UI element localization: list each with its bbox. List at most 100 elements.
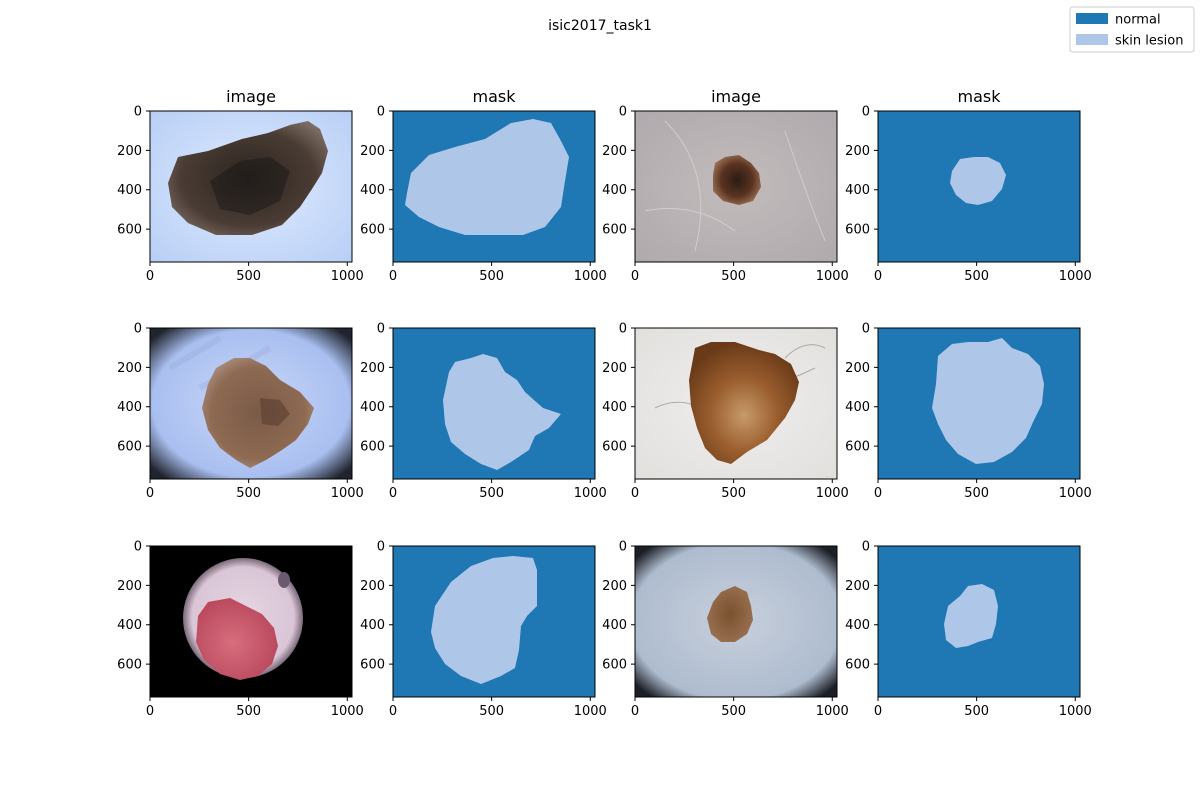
panel-9-ytick-label-0: 0 [377,540,385,555]
panel-6-ytick-label-3: 600 [602,440,627,455]
legend-swatch-skin-lesion [1076,34,1108,45]
panel-2-xtick-label-0: 0 [631,269,639,284]
panel-0-ytick-label-2: 400 [117,183,142,198]
panel-2-frame [634,110,838,263]
panel-5-xtick-label-0: 0 [389,486,397,501]
legend-label-skin-lesion: skin lesion [1115,34,1183,49]
panel-5-frame [392,327,596,480]
panel-9-ytick-label-1: 200 [360,579,385,594]
panel-6-xtick-label-0: 0 [631,486,639,501]
panel-1-xtick-label-2: 1000 [574,269,607,284]
panel-10-frame [634,545,838,698]
panel-7-ytick-label-3: 600 [845,440,870,455]
panel-10-image: 0 500 1000 0 200 400 600 [602,540,849,720]
panel-5-ytick-label-2: 400 [360,400,385,415]
panel-8-xtick-label-1: 500 [236,704,261,719]
panel-9-content [393,546,595,697]
panel-0-xtick-label-1: 500 [236,269,261,284]
panel-8-image: 0 500 1000 0 200 400 600 [117,540,364,720]
panels-layer: 0 500 1000 0 200 400 600 0 500 1000 0 200 400 600 0 5… [117,105,1092,720]
panel-11-ytick-label-0: 0 [862,540,870,555]
panel-3-xtick-label-2: 1000 [1059,269,1092,284]
panel-8-xtick-label-2: 1000 [331,704,364,719]
panel-3-xtick-label-0: 0 [874,269,882,284]
panel-5-xtick-label-1: 500 [479,486,504,501]
panel-10-ytick-label-0: 0 [619,540,627,555]
panel-2-content [635,111,837,262]
panel-8-xtick-label-0: 0 [146,704,154,719]
panel-6-xtick-label-2: 1000 [816,486,849,501]
panel-9-xtick-label-1: 500 [479,704,504,719]
figure-title: isic2017_task1 [548,18,652,34]
panel-10-xtick-label-0: 0 [631,704,639,719]
panel-8-ytick-label-2: 400 [117,618,142,633]
panel-0-xtick-label-2: 1000 [331,269,364,284]
panel-3-ytick-label-2: 400 [845,183,870,198]
panel-10-ytick-label-2: 400 [602,618,627,633]
panel-5-xtick-label-2: 1000 [574,486,607,501]
panel-1-ytick-label-2: 400 [360,183,385,198]
panel-7-content [878,328,1080,479]
panel-8-ytick-label-1: 200 [117,579,142,594]
panel-1-xtick-label-1: 500 [479,269,504,284]
panel-1-ytick-label-1: 200 [360,144,385,159]
panel-6-frame [634,327,838,480]
panel-1-frame [392,110,596,263]
panel-3-frame [877,110,1081,263]
legend-label-normal: normal [1115,13,1161,28]
panel-11-xtick-label-2: 1000 [1059,704,1092,719]
panel-1-xtick-label-0: 0 [389,269,397,284]
panel-4-image: 0 500 1000 0 200 400 600 [117,322,364,502]
panel-10-xtick-label-2: 1000 [816,704,849,719]
panel-7-xtick-label-1: 500 [964,486,989,501]
panel-11-mask: 0 500 1000 0 200 400 600 [845,540,1092,720]
panel-0-xtick-label-0: 0 [146,269,154,284]
panel-3-xtick-label-1: 500 [964,269,989,284]
panel-10-content [635,546,837,697]
panel-6-image: 0 500 1000 0 200 400 600 [602,322,849,502]
panel-7-frame [877,327,1081,480]
panel-2-xtick-label-1: 500 [721,269,746,284]
panel-4-frame [149,327,353,480]
panel-2-ytick-label-0: 0 [619,105,627,120]
panel-0-ytick-label-1: 200 [117,144,142,159]
column-title-mask-2: mask [958,87,1002,106]
panel-9-mask: 0 500 1000 0 200 400 600 [360,540,607,720]
panel-10-ytick-label-3: 600 [602,658,627,673]
column-title-mask-1: mask [473,87,517,106]
column-title-image-1: image [226,87,276,106]
panel-3-mask: 0 500 1000 0 200 400 600 [845,105,1092,285]
panel-7-ytick-label-1: 200 [845,361,870,376]
panel-4-xtick-label-1: 500 [236,486,261,501]
panel-8-ytick-label-3: 600 [117,658,142,673]
panel-11-content [878,546,1080,697]
panel-4-xtick-label-0: 0 [146,486,154,501]
panel-6-xtick-label-1: 500 [721,486,746,501]
legend: normal skin lesion [1069,6,1195,53]
panel-0-ytick-label-3: 600 [117,223,142,238]
panel-9-ytick-label-2: 400 [360,618,385,633]
panel-0-image: 0 500 1000 0 200 400 600 [117,105,364,285]
panel-4-content [150,328,352,479]
panel-3-ytick-label-3: 600 [845,223,870,238]
panel-6-ytick-label-2: 400 [602,400,627,415]
panel-1-ytick-label-0: 0 [377,105,385,120]
panel-11-frame [877,545,1081,698]
panel-10-ytick-label-1: 200 [602,579,627,594]
panel-7-ytick-label-0: 0 [862,322,870,337]
panel-11-xtick-label-0: 0 [874,704,882,719]
panel-2-ytick-label-3: 600 [602,223,627,238]
panel-9-frame [392,545,596,698]
panel-0-frame [149,110,353,263]
panel-3-ytick-label-1: 200 [845,144,870,159]
panel-1-mask: 0 500 1000 0 200 400 600 [360,105,607,285]
panel-6-content [635,328,837,479]
panel-4-xtick-label-2: 1000 [331,486,364,501]
panel-9-ytick-label-3: 600 [360,658,385,673]
panel-7-xtick-label-0: 0 [874,486,882,501]
panel-0-ytick-label-0: 0 [134,105,142,120]
panel-2-ytick-label-1: 200 [602,144,627,159]
panel-5-ytick-label-3: 600 [360,440,385,455]
panel-9-xtick-label-0: 0 [389,704,397,719]
